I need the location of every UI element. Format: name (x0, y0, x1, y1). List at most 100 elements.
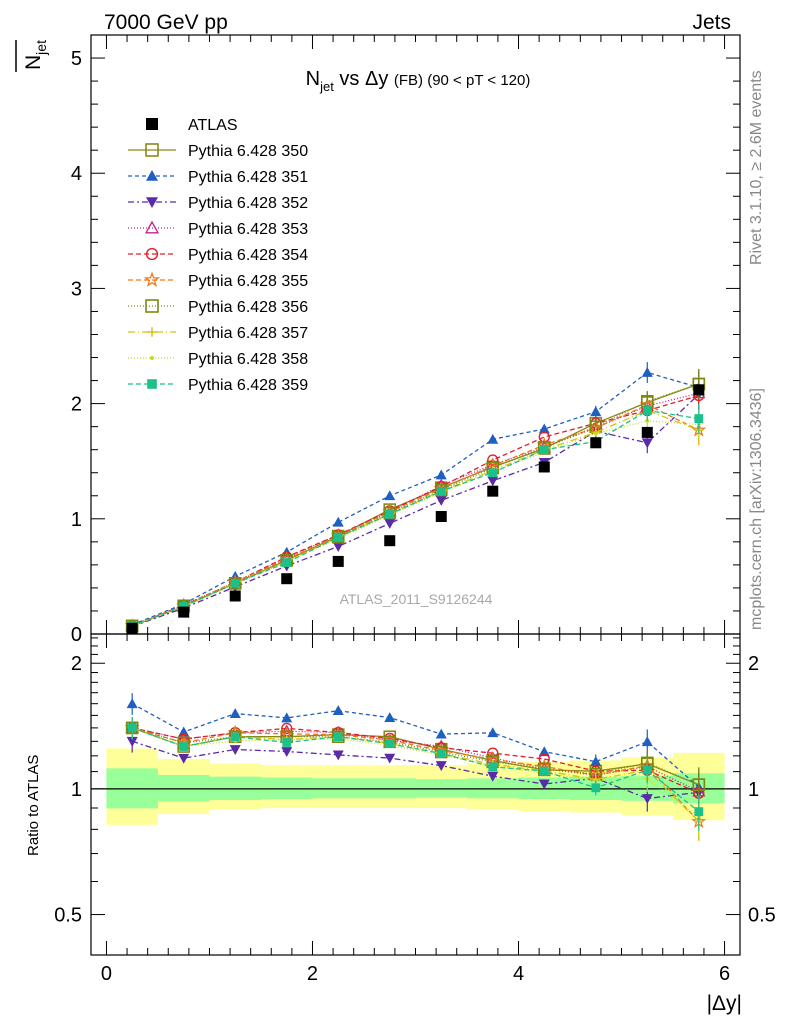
x-axis-label: |Δy| (707, 992, 742, 1015)
main-y-axis-ticks: 0 1 2 3 4 5 (71, 34, 740, 646)
legend-label: Pythia 6.428 357 (188, 325, 308, 342)
legend-marker (145, 299, 159, 313)
series-ratio-point (487, 747, 499, 759)
rivet-version-label: Rivet 3.1.10, ≥ 2.6M events (748, 70, 765, 265)
legend-marker (147, 379, 157, 389)
series-line (131, 371, 699, 626)
atlas-data-point (590, 437, 602, 449)
series-ratio-point (487, 727, 499, 738)
series-ratio-point (332, 750, 344, 761)
atlas-data-point (487, 485, 499, 497)
series-line (131, 409, 700, 627)
series-point (487, 454, 499, 466)
series-ratio-point (229, 745, 241, 756)
series-point (435, 495, 447, 506)
main-y-tick-label-0: 0 (71, 624, 82, 646)
atlas-data-point (538, 461, 550, 473)
series-ratio-point (126, 736, 138, 747)
series-1-ratio (126, 693, 705, 807)
legend-label: Pythia 6.428 355 (188, 273, 308, 290)
x-tick-label-6: 6 (719, 963, 730, 985)
series-point (590, 406, 602, 417)
legend-item-7: Pythia 6.428 357 (128, 325, 308, 342)
series-ratio-point (435, 761, 447, 772)
series-point (228, 577, 242, 590)
analysis-watermark: ATLAS_2011_S9126244 (340, 591, 493, 607)
legend-marker (149, 355, 155, 361)
atlas-data-point (641, 426, 653, 438)
series-ratio-line (132, 727, 700, 793)
series-ratio-point (694, 807, 704, 817)
legend-item-8: Pythia 6.428 358 (128, 351, 308, 368)
legend-item-0: Pythia 6.428 350 (128, 143, 308, 160)
legend-marker (144, 220, 160, 234)
atlas-data-point (229, 590, 241, 602)
ratio-y-tick-label-left: 0.5 (54, 905, 82, 927)
title-vs: vs Δy (334, 68, 394, 90)
series-point (642, 406, 652, 415)
legend-label: Pythia 6.428 352 (188, 195, 308, 212)
main-y-tick-label-4: 4 (71, 163, 82, 185)
series-point (641, 367, 653, 377)
series-ratio-point (487, 771, 499, 782)
main-y-tick-label-2: 2 (71, 394, 82, 416)
series-ratio-point (590, 756, 602, 766)
series-ratio-point (488, 762, 498, 772)
legend-label: Pythia 6.428 350 (188, 143, 308, 160)
series-ratio-point (436, 749, 446, 758)
series-ratio-point (332, 705, 344, 716)
series-ratio-point (229, 708, 241, 718)
title-fb: (FB) (394, 72, 423, 89)
series-point (230, 578, 240, 588)
series-ratio-point (642, 765, 652, 775)
legend-marker (143, 271, 161, 287)
ratio-y-tick-label-left: 2 (71, 653, 82, 675)
series-point (333, 532, 343, 542)
series-point (332, 542, 344, 552)
series-point (593, 431, 598, 436)
legend-label: Pythia 6.428 356 (188, 299, 308, 316)
series-ratio-point (281, 712, 293, 723)
atlas-data-point (435, 511, 447, 523)
series-ratio-point (641, 794, 653, 804)
legend-marker (145, 143, 159, 157)
atlas-data-point (332, 555, 344, 567)
series-ratio-point (538, 746, 550, 757)
series-point (641, 438, 653, 449)
x-tick-label-4: 4 (513, 963, 524, 985)
legend-label: Pythia 6.428 351 (188, 169, 308, 186)
legend: ATLAS Pythia 6.428 350 Pythia 6.428 351 Pyt… (128, 117, 308, 394)
legend-marker (146, 170, 158, 181)
atlas-data-point (693, 384, 705, 396)
series-ratio-point (127, 723, 137, 733)
legend-marker (146, 197, 158, 208)
atlas-data-point (281, 573, 293, 585)
series-line (131, 394, 699, 627)
series-ratio-point (591, 783, 601, 793)
header-energy: 7000 GeV pp (104, 11, 228, 34)
series-ratio-point (692, 778, 706, 791)
legend-item-6: Pythia 6.428 356 (128, 299, 308, 316)
title-range: (90 < pT < 120) (423, 72, 530, 89)
series-point (384, 519, 396, 529)
svg-text:Njet: Njet (22, 40, 49, 70)
series-ratio-point (385, 739, 395, 748)
series-point (436, 486, 446, 496)
main-y-tick-label-3: 3 (71, 278, 82, 300)
series-point (385, 509, 395, 519)
legend-item-1: Pythia 6.428 351 (128, 169, 308, 186)
legend-item-2: Pythia 6.428 352 (128, 195, 308, 212)
legend-label: Pythia 6.428 354 (188, 247, 308, 264)
series-ratio-line (131, 703, 700, 788)
legend-marker (147, 327, 157, 337)
series-point (435, 469, 447, 480)
legend-item-atlas: ATLAS (146, 117, 238, 134)
x-tick-label-2: 2 (307, 963, 318, 985)
series-point (539, 445, 549, 455)
series-ratio-point (126, 698, 138, 709)
legend-label: Pythia 6.428 353 (188, 221, 308, 238)
x-axis-ticks: 0 2 4 6 (101, 35, 730, 985)
ratio-y-tick-label-right: 2 (748, 653, 759, 675)
ratio-y-tick-label-left: 1 (71, 779, 82, 801)
atlas-data-point (178, 606, 190, 618)
